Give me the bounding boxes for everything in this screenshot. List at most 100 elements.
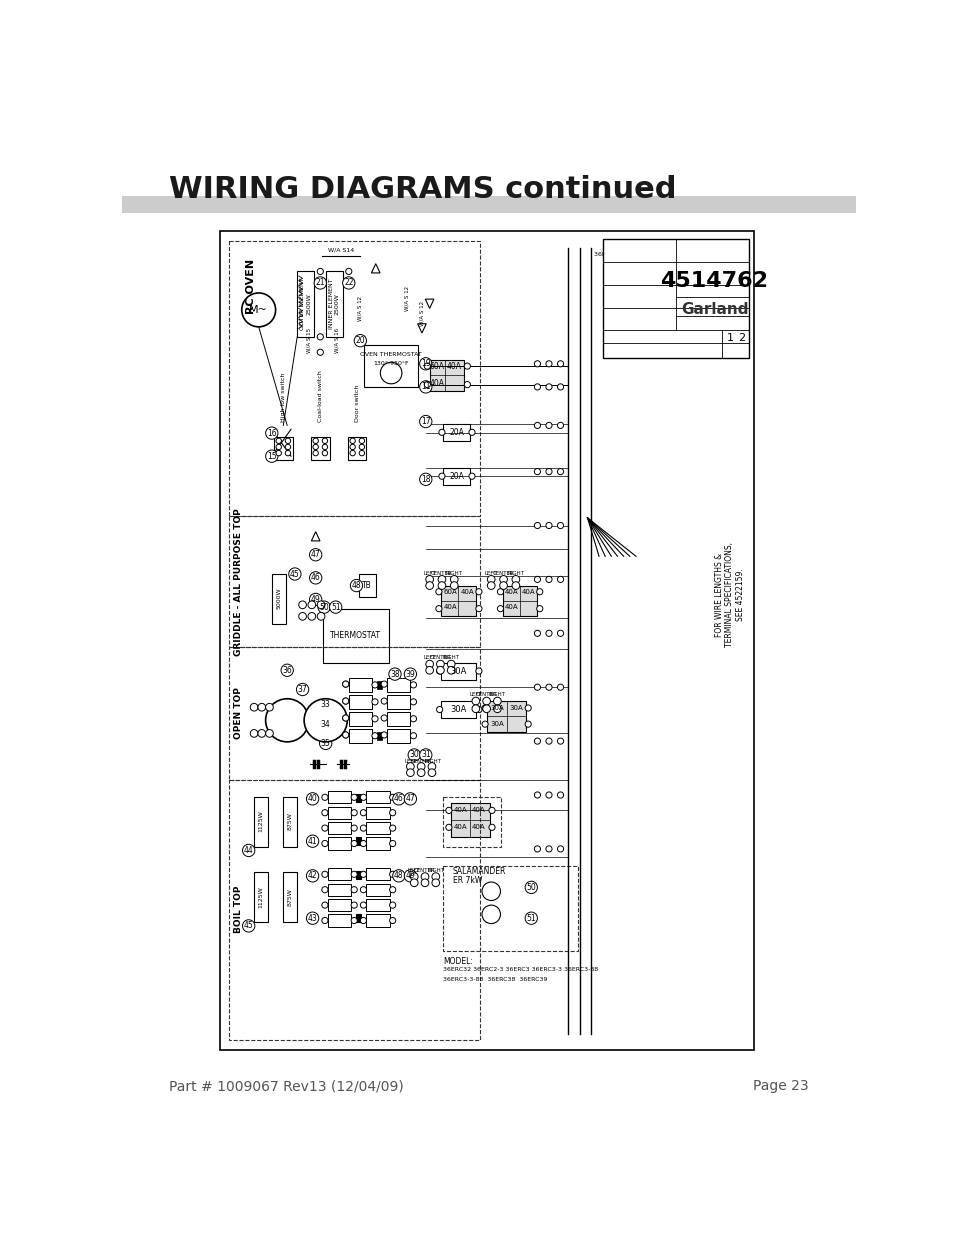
Circle shape — [472, 705, 479, 713]
Circle shape — [317, 601, 325, 609]
Circle shape — [557, 739, 563, 745]
Circle shape — [420, 873, 429, 881]
Bar — [356, 794, 361, 802]
Circle shape — [545, 522, 552, 529]
Circle shape — [351, 887, 356, 893]
Circle shape — [534, 384, 540, 390]
Circle shape — [524, 882, 537, 894]
Circle shape — [534, 846, 540, 852]
Circle shape — [450, 576, 457, 583]
Circle shape — [487, 582, 495, 589]
Circle shape — [476, 605, 481, 611]
Text: 30A: 30A — [450, 667, 466, 676]
Text: RIGHT: RIGHT — [488, 693, 505, 698]
Bar — [366, 868, 389, 881]
Circle shape — [389, 841, 395, 846]
Circle shape — [372, 716, 377, 721]
Circle shape — [389, 825, 395, 831]
Circle shape — [317, 333, 323, 340]
Circle shape — [450, 582, 457, 589]
Circle shape — [557, 577, 563, 583]
Circle shape — [342, 698, 349, 704]
Text: 30A: 30A — [450, 705, 466, 714]
Circle shape — [342, 732, 349, 739]
Bar — [325, 272, 342, 337]
Circle shape — [545, 422, 552, 429]
Bar — [440, 701, 476, 718]
Bar — [443, 866, 578, 951]
Text: 1: 1 — [725, 332, 733, 342]
Circle shape — [275, 451, 281, 456]
Text: 18: 18 — [420, 474, 430, 484]
Circle shape — [545, 468, 552, 474]
Circle shape — [281, 664, 293, 677]
Text: 45: 45 — [290, 569, 299, 578]
Circle shape — [306, 835, 318, 847]
Circle shape — [425, 667, 433, 674]
Circle shape — [428, 763, 436, 771]
Text: DWG #: DWG # — [697, 243, 715, 248]
Circle shape — [389, 902, 395, 908]
Text: CHECKED BY: CHECKED BY — [614, 273, 645, 279]
Circle shape — [512, 582, 519, 589]
Circle shape — [534, 361, 540, 367]
Text: DRAWN BY: DRAWN BY — [626, 266, 652, 270]
Bar — [328, 868, 351, 881]
Circle shape — [534, 739, 540, 745]
Text: THERMOSTAT: THERMOSTAT — [330, 631, 381, 640]
Circle shape — [321, 810, 328, 816]
Circle shape — [512, 576, 519, 583]
Circle shape — [404, 869, 416, 882]
Circle shape — [381, 715, 387, 721]
Text: CENTER: CENTER — [476, 693, 497, 698]
Circle shape — [447, 661, 455, 668]
Circle shape — [524, 721, 531, 727]
Text: W/A S 12: W/A S 12 — [404, 285, 409, 311]
Circle shape — [313, 438, 318, 443]
Text: 30A: 30A — [490, 721, 504, 727]
Circle shape — [557, 384, 563, 390]
Circle shape — [321, 918, 328, 924]
Text: 37: 37 — [297, 685, 307, 694]
Text: 11: 11 — [420, 383, 430, 391]
Text: 43: 43 — [308, 914, 317, 923]
Bar — [376, 680, 381, 689]
Text: 16: 16 — [267, 429, 276, 437]
Circle shape — [481, 705, 488, 711]
Text: RIGHT: RIGHT — [427, 868, 444, 873]
Bar — [229, 241, 479, 516]
Bar — [366, 837, 389, 850]
Text: 17: 17 — [420, 417, 430, 426]
Bar — [272, 574, 285, 624]
Circle shape — [296, 683, 309, 695]
Bar — [366, 806, 389, 819]
Text: 40A: 40A — [453, 808, 467, 814]
Circle shape — [314, 277, 326, 289]
Circle shape — [241, 293, 275, 327]
Text: N/A: N/A — [614, 322, 623, 327]
Text: OVEN THERMOSTAT: OVEN THERMOSTAT — [360, 352, 421, 357]
Text: BOIL TOP: BOIL TOP — [233, 885, 243, 934]
Circle shape — [410, 732, 416, 739]
Circle shape — [419, 380, 432, 393]
Text: 39: 39 — [405, 669, 415, 678]
Circle shape — [534, 577, 540, 583]
Text: 38: 38 — [390, 669, 399, 678]
Bar — [451, 803, 489, 837]
Text: LEFT: LEFT — [404, 758, 416, 763]
Bar — [328, 823, 351, 835]
Circle shape — [360, 887, 366, 893]
Circle shape — [389, 918, 395, 924]
Bar — [443, 468, 470, 484]
Text: DESCRIPTION: DESCRIPTION — [620, 243, 658, 248]
Text: 40A: 40A — [472, 808, 485, 814]
Circle shape — [534, 422, 540, 429]
Circle shape — [524, 911, 537, 924]
Circle shape — [321, 841, 328, 846]
Circle shape — [381, 732, 387, 739]
Circle shape — [319, 718, 332, 730]
Circle shape — [313, 445, 318, 450]
Bar — [356, 837, 361, 845]
Text: 50: 50 — [526, 883, 536, 892]
Circle shape — [432, 879, 439, 887]
